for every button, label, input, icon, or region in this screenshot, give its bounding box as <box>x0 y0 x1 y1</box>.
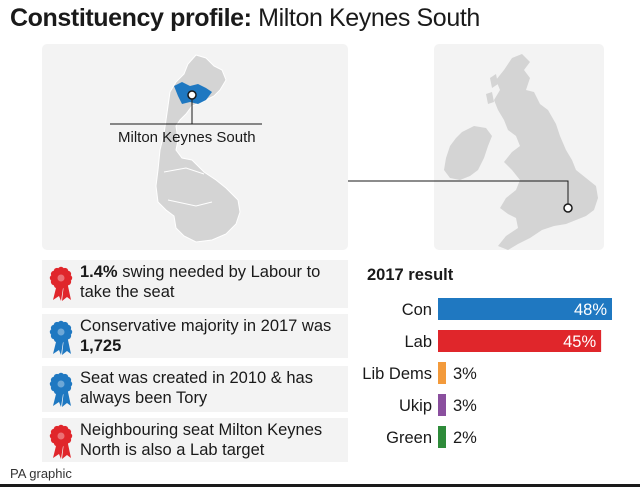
locator-line <box>348 180 569 207</box>
fact-text-run: Neighbouring seat Milton Keynes North is… <box>80 421 323 459</box>
county-map-panel <box>42 44 348 250</box>
rosette-ribbon <box>62 442 71 459</box>
fact-text-3: Seat was created in 2010 & has always be… <box>80 368 344 408</box>
chart-title: 2017 result <box>367 266 454 284</box>
county-boundaries <box>163 167 213 207</box>
title-bold: Constituency profile: <box>10 4 252 32</box>
fact-text-run: Conservative majority in 2017 was <box>80 317 332 335</box>
rosette-head <box>49 320 73 344</box>
source-credit: PA graphic <box>10 466 72 481</box>
rosette-ribbon <box>62 390 71 407</box>
seat-marker <box>187 90 197 100</box>
uk-locator-marker <box>563 203 573 213</box>
title-constituency: Milton Keynes South <box>258 4 480 32</box>
fact-card-2: Conservative majority in 2017 was 1,725 <box>42 314 348 358</box>
fact-text-1: 1.4% swing needed by Labour to take the … <box>80 262 344 302</box>
fact-text-run: swing needed by Labour to take the seat <box>80 263 321 301</box>
rosette-head <box>49 266 73 290</box>
rosette-ribbon <box>62 284 71 301</box>
fact-text-4: Neighbouring seat Milton Keynes North is… <box>80 420 344 460</box>
rosette-head <box>49 372 73 396</box>
page-title: Constituency profile: Milton Keynes Sout… <box>10 4 480 33</box>
fact-card-3: Seat was created in 2010 & has always be… <box>42 366 348 412</box>
bottom-rule <box>0 484 640 487</box>
ireland-map <box>444 126 492 180</box>
fact-card-4: Neighbouring seat Milton Keynes North is… <box>42 418 348 462</box>
fact-highlight: 1,725 <box>80 337 122 355</box>
fact-card-1: 1.4% swing needed by Labour to take the … <box>42 260 348 308</box>
labour-rosette-icon <box>49 266 73 301</box>
labour-rosette-icon <box>49 424 73 459</box>
scottish-isles <box>486 74 498 104</box>
county-map-label: Milton Keynes South <box>118 129 256 146</box>
rosette-head <box>49 424 73 448</box>
fact-text-2: Conservative majority in 2017 was 1,725 <box>80 316 344 356</box>
fact-text-run: Seat was created in 2010 & has always be… <box>80 369 313 407</box>
fact-highlight: 1.4% <box>80 263 118 281</box>
uk-map <box>494 54 598 250</box>
conservative-rosette-icon <box>49 320 73 355</box>
rosette-ribbon <box>62 338 71 355</box>
conservative-rosette-icon <box>49 372 73 407</box>
